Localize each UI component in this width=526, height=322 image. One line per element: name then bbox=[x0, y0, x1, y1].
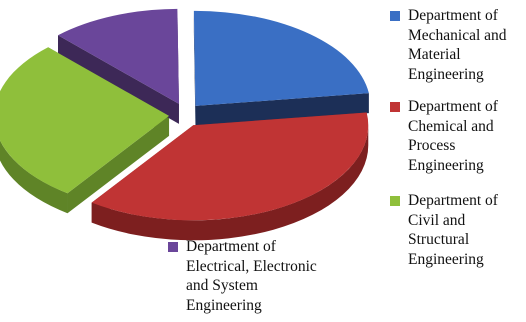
legend-label: Department of Mechanical and Material En… bbox=[408, 7, 507, 83]
pie-rim-chemical bbox=[91, 125, 369, 241]
legend-item-electrical: Department of Electrical, Electronic and… bbox=[168, 237, 317, 315]
legend-swatch bbox=[390, 102, 400, 112]
pie-rim-civil bbox=[0, 140, 68, 214]
pie-slice-chemical bbox=[91, 112, 369, 221]
legend-item-chemical: Department of Chemical and Process Engin… bbox=[390, 97, 498, 175]
pie-wall-civil-0 bbox=[67, 115, 170, 214]
legend-item-civil: Department of Civil and Structural Engin… bbox=[390, 191, 498, 269]
pie-slice-electrical bbox=[58, 8, 179, 104]
legend-swatch bbox=[390, 11, 400, 21]
legend-item-mechanical: Department of Mechanical and Material En… bbox=[390, 6, 507, 84]
pie-top-layer bbox=[0, 8, 369, 221]
pie-wall-mechanical-0 bbox=[193, 10, 196, 126]
legend-label: Department of Electrical, Electronic and… bbox=[186, 238, 317, 314]
pie-wall-electrical-0 bbox=[58, 35, 179, 124]
pie-slice-mechanical bbox=[193, 10, 369, 106]
legend-swatch bbox=[390, 196, 400, 206]
legend-swatch bbox=[168, 242, 178, 252]
legend-label: Department of Chemical and Process Engin… bbox=[408, 98, 498, 174]
pie-wall-mechanical-1 bbox=[195, 93, 369, 126]
pie-slice-civil bbox=[0, 47, 170, 194]
legend-label: Department of Civil and Structural Engin… bbox=[408, 192, 498, 268]
